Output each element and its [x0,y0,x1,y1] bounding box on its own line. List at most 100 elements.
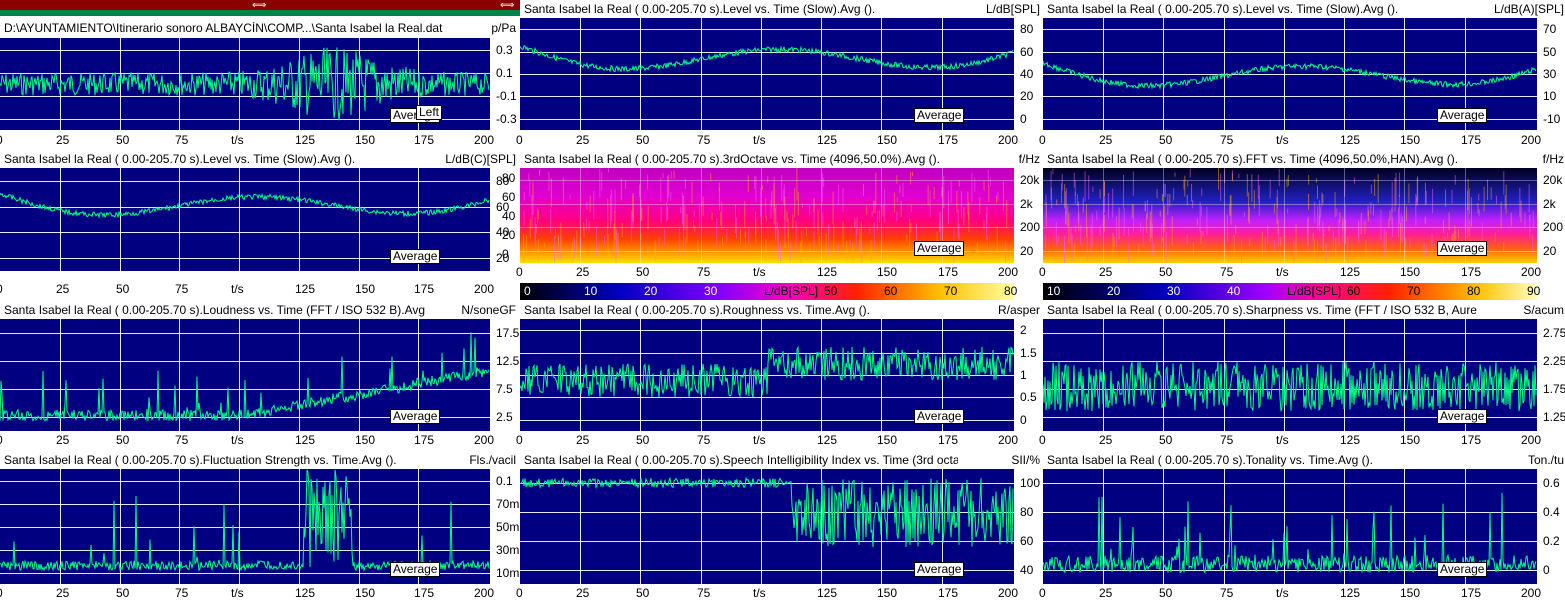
panel-title: Santa Isabel la Real ( 0.00-205.70 s).Le… [1047,3,1399,16]
y-unit-label: L/dB(A)[SPL] [1493,2,1564,16]
x-tick-label: 0 [0,283,3,295]
x-axis-label: t/s [753,265,766,279]
average-legend: Average [914,108,965,123]
y-tick-label: 0.1 [496,66,513,80]
x-tick-label: 200 [1521,133,1542,147]
y-tick-label: 20 [1543,244,1557,258]
x-tick-label: 175 [938,586,959,600]
x-tick-label: 50 [636,433,650,447]
y-tick-label: -10 [1543,112,1561,126]
x-tick-label: 50 [1159,133,1173,147]
x-tick-label: 0 [0,134,3,146]
x-tick-label: 50 [116,433,130,447]
y-tick-label: 70m [496,497,520,511]
colorbar-tick-label: 60 [884,284,898,298]
x-tick-label: 200 [474,433,495,447]
x-tick-label: 125 [1340,265,1361,279]
x-tick-label: 50 [116,133,130,147]
x-tick-label: 25 [1099,133,1113,147]
y-tick-label: 20 [1020,89,1034,103]
y-tick-label: 30 [1543,67,1557,81]
x-tick-label: 175 [414,433,435,447]
channel-tag: Left [416,105,443,120]
x-tick-label: 150 [877,133,898,147]
y-tick-label: 70 [1543,22,1557,36]
x-axis-label: t/s [753,433,766,447]
colorbar-tick-label: 80 [1004,284,1018,298]
x-tick-label: 50 [116,586,130,600]
x-tick-label: 75 [1220,586,1234,600]
x-tick-label: 25 [56,282,70,296]
x-axis-label: t/s [1276,586,1289,600]
panel-title: Santa Isabel la Real ( 0.00-205.70 s).To… [1047,454,1373,467]
x-axis-label: t/s [231,586,244,600]
y-unit-label: N/soneGF [461,303,516,317]
y-tick-label: 17.5 [496,326,520,340]
y-tick-label: -0.3 [496,112,517,126]
x-axis-label: t/s [1276,133,1289,147]
x-tick-label: 200 [1521,433,1542,447]
scroll-right-arrow-icon[interactable]: ⟺ [500,0,515,11]
y-unit-label: f/Hz [1018,152,1040,166]
y-tick-label: 2.5 [496,410,513,424]
average-legend: Average [1437,108,1488,123]
x-tick-label: 200 [474,586,495,600]
colorbar-tick-label: 80 [1467,284,1481,298]
x-tick-label: 125 [817,433,838,447]
colorbar-tick-label: 30 [1167,284,1181,298]
scroll-left-arrow-icon[interactable]: ⟺ [252,0,267,11]
panel-title: Santa Isabel la Real ( 0.00-205.70 s).Le… [524,3,876,16]
y-tick-label: 0.6 [1543,476,1560,490]
x-tick-label: 0 [1039,265,1046,279]
x-tick-label: 0 [516,433,523,447]
x-tick-label: 125 [295,433,316,447]
y-tick-label: 80 [1020,22,1034,36]
average-legend: Average [390,249,441,264]
x-tick-label: 25 [1099,586,1113,600]
y-tick-label: 1.5 [1020,346,1037,360]
y-tick-label: 0 [1543,563,1550,577]
colorbar-fft [1043,283,1537,300]
y-unit-label: p/Pa [491,21,516,35]
y-tick-label: -0.1 [496,89,517,103]
x-tick-label: 25 [1099,433,1113,447]
y-tick-label: 0.4 [1543,505,1560,519]
x-axis-label: t/s [231,433,244,447]
y-tick-label: 0.3 [496,43,513,57]
x-tick-label: 75 [697,586,711,600]
colorbar-tick-label: 90 [1527,284,1541,298]
x-tick-label: 175 [1461,265,1482,279]
y-tick-label: 0 [1020,112,1027,126]
y-tick-label: 60 [1020,534,1034,548]
y-tick-label: 0.2 [1543,534,1560,548]
waveform-scrollbar[interactable] [0,0,520,10]
trace-level-slow-c [0,192,490,220]
y-tick-label: 60 [496,200,510,214]
x-tick-label: 50 [636,265,650,279]
x-tick-label: 125 [817,586,838,600]
x-tick-label: 50 [1159,433,1173,447]
colorbar-tick-label: 0 [524,284,531,298]
x-axis-label: t/s [231,282,244,296]
x-tick-label: 150 [355,282,376,296]
x-tick-label: 0 [516,265,523,279]
x-tick-label: 200 [998,265,1019,279]
y-unit-label: SII/% [1011,453,1040,467]
x-tick-label: 75 [697,433,711,447]
y-tick-label: 60 [1020,45,1034,59]
y-tick-label: 2.75 [1543,326,1565,340]
plot-area-waveform[interactable] [0,38,490,130]
y-unit-label: L/dB(C)[SPL] [445,152,516,166]
y-tick-label: 80 [496,174,510,188]
x-tick-label: 200 [474,133,495,147]
y-tick-label: 80 [1020,505,1034,519]
y-unit-label: S/acum [1523,303,1564,317]
colorbar-tick-label: 60 [1347,284,1361,298]
x-tick-label: 125 [295,282,316,296]
trace-level-slow [520,45,1014,73]
colorbar-tick-label: 10 [1047,284,1061,298]
y-tick-label: 2 [1020,323,1027,337]
x-tick-label: 125 [295,586,316,600]
x-tick-label: 75 [697,133,711,147]
x-tick-label: 75 [1220,265,1234,279]
